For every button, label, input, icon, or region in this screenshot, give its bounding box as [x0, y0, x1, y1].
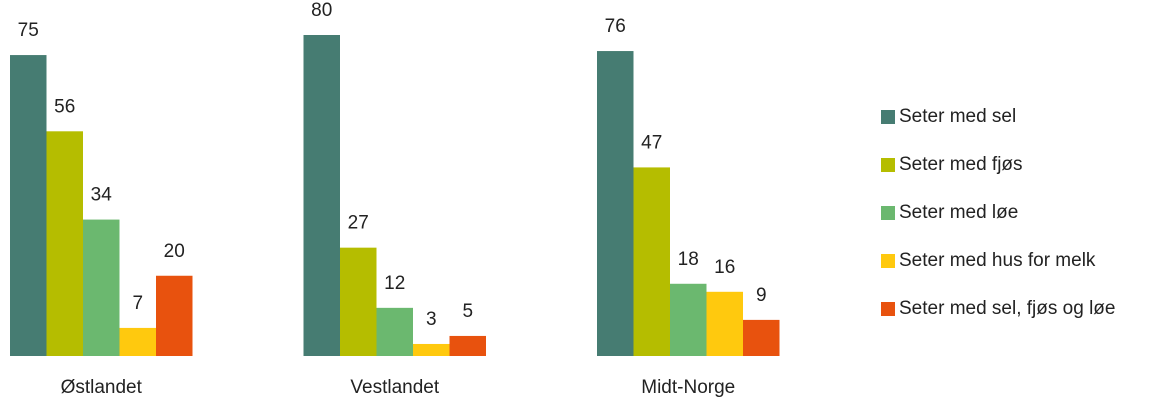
bar [670, 283, 707, 356]
bar [156, 275, 193, 356]
bar [743, 319, 780, 356]
legend-label: Seter med sel [899, 106, 1016, 127]
value-label: 3 [426, 309, 437, 330]
value-label: 16 [714, 257, 735, 278]
bar [340, 247, 377, 356]
bar [46, 131, 83, 356]
value-label: 5 [462, 301, 473, 322]
value-label: 27 [348, 213, 369, 234]
legend-swatch [881, 206, 895, 220]
legend-label: Seter med løe [899, 202, 1018, 223]
x-tick-label: Østlandet [61, 377, 143, 398]
bar [119, 327, 156, 356]
value-label: 20 [164, 241, 185, 262]
value-label: 56 [54, 96, 75, 117]
value-label: 80 [311, 0, 332, 21]
legend-label: Seter med sel, fjøs og løe [899, 298, 1115, 319]
bar [376, 307, 413, 356]
bar [413, 343, 450, 356]
bar [303, 35, 340, 356]
legend-swatch [881, 110, 895, 124]
value-label: 7 [132, 293, 143, 314]
x-tick-label: Vestlandet [350, 377, 439, 398]
bar [83, 219, 120, 356]
bar [633, 167, 670, 356]
value-label: 9 [756, 285, 767, 306]
value-label: 47 [641, 132, 662, 153]
bar [10, 55, 47, 356]
legend-swatch [881, 254, 895, 268]
x-tick-label: Midt-Norge [641, 377, 735, 398]
legend-swatch [881, 302, 895, 316]
value-label: 34 [91, 185, 113, 206]
value-label: 75 [18, 20, 39, 41]
legend-swatch [881, 158, 895, 172]
bar [597, 51, 634, 357]
value-label: 12 [384, 273, 405, 294]
legend-label: Seter med hus for melk [899, 250, 1096, 271]
bar [449, 335, 486, 356]
value-label: 76 [605, 16, 626, 37]
value-label: 18 [678, 249, 699, 270]
bar [706, 291, 743, 356]
legend-label: Seter med fjøs [899, 154, 1023, 175]
